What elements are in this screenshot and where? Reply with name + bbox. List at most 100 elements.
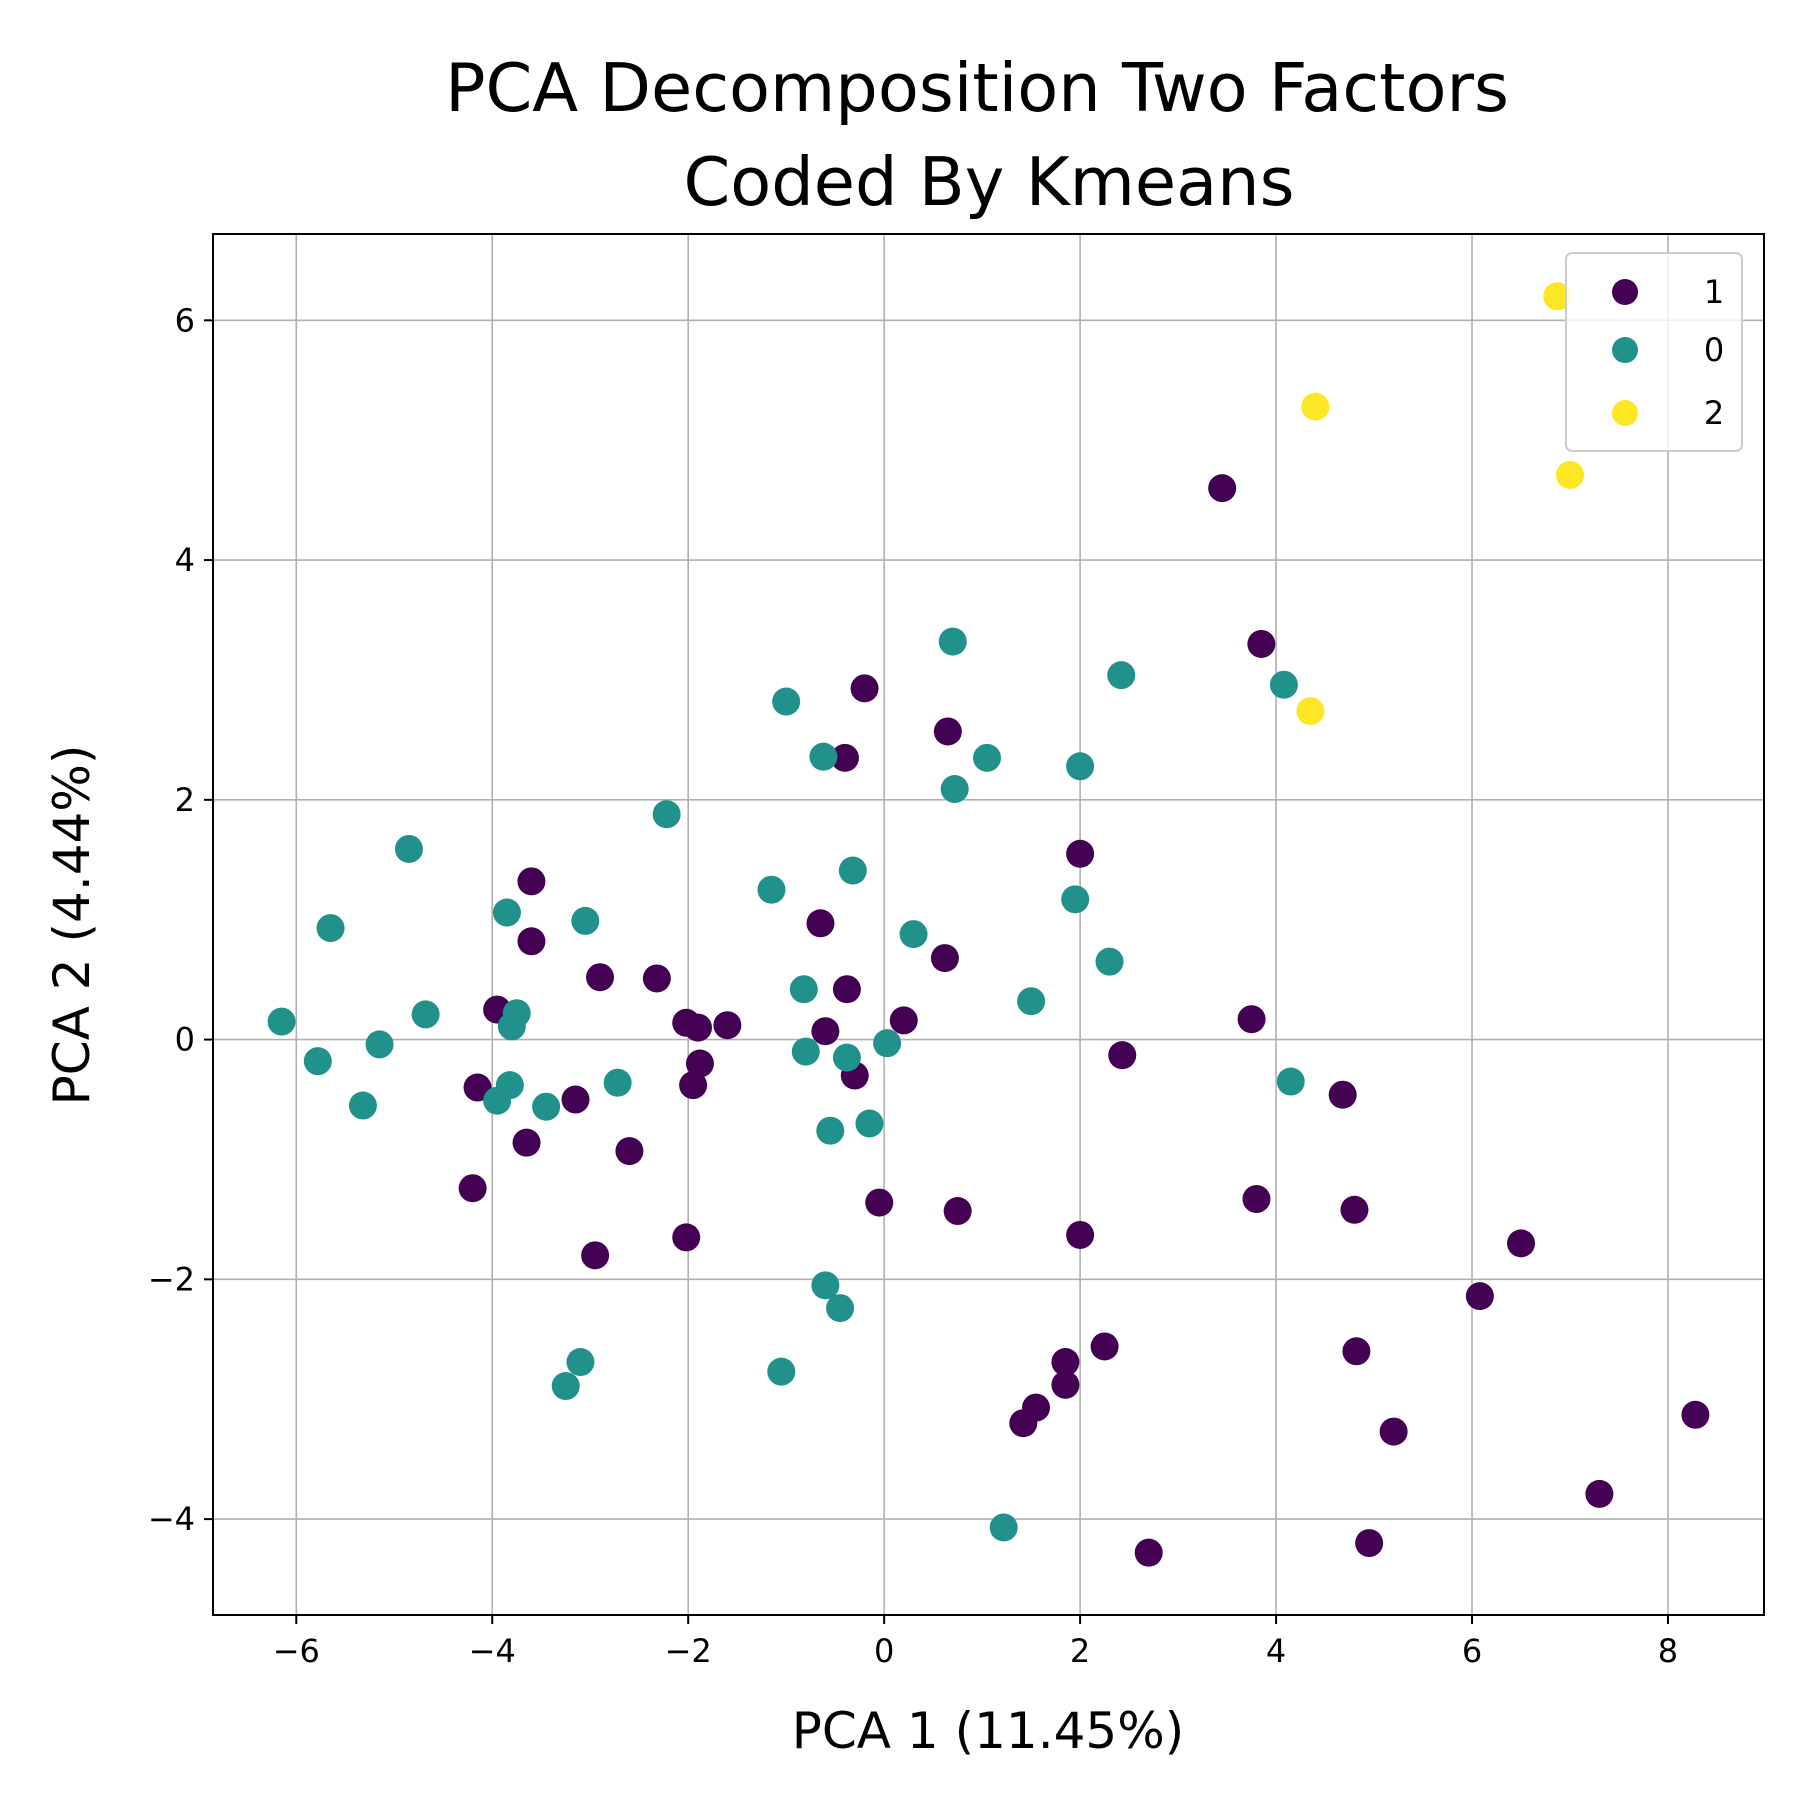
data-point-cluster-0 xyxy=(973,743,1002,772)
data-point-cluster-1 xyxy=(672,1223,701,1252)
legend: 1 0 2 xyxy=(1565,252,1743,452)
data-point-cluster-0 xyxy=(855,1109,884,1138)
data-point-cluster-0 xyxy=(757,875,786,904)
data-point-cluster-1 xyxy=(517,927,546,956)
data-point-cluster-1 xyxy=(1342,1337,1371,1366)
data-point-cluster-1 xyxy=(458,1174,487,1203)
data-point-cluster-0 xyxy=(365,1030,394,1059)
data-point-cluster-1 xyxy=(685,1049,714,1078)
y-tick-label: 0 xyxy=(175,1021,195,1059)
data-point-cluster-0 xyxy=(348,1091,377,1120)
data-point-cluster-0 xyxy=(1269,670,1298,699)
x-tick-label: 0 xyxy=(874,1632,894,1670)
data-point-cluster-0 xyxy=(316,914,345,943)
x-tick-label: −6 xyxy=(273,1632,320,1670)
legend-frame xyxy=(1565,252,1743,452)
data-point-cluster-1 xyxy=(1507,1229,1536,1258)
data-point-cluster-1 xyxy=(561,1085,590,1114)
data-point-cluster-0 xyxy=(483,1086,512,1115)
data-point-cluster-1 xyxy=(615,1137,644,1166)
y-axis-label: PCA 2 (4.44%) xyxy=(43,745,101,1106)
legend-marker-0 xyxy=(1612,337,1638,363)
data-point-cluster-0 xyxy=(1066,752,1095,781)
data-point-cluster-0 xyxy=(551,1372,580,1401)
x-tick-label: 4 xyxy=(1266,1632,1286,1670)
data-point-cluster-1 xyxy=(806,909,835,938)
plot-area-frame xyxy=(212,233,1765,1616)
data-point-cluster-1 xyxy=(463,1073,492,1102)
data-point-cluster-1 xyxy=(517,867,546,896)
axis-ticks: −6 −4 −2 0 2 4 6 8 −4 −2 0 2 4 6 xyxy=(148,301,1678,1670)
x-tick-label: 2 xyxy=(1070,1632,1090,1670)
legend-label-2: 2 xyxy=(1704,394,1724,432)
data-point-cluster-0 xyxy=(1061,885,1090,914)
data-point-cluster-1 xyxy=(713,1011,742,1040)
data-point-cluster-0 xyxy=(989,1513,1018,1542)
data-point-cluster-1 xyxy=(642,964,671,993)
data-point-cluster-0 xyxy=(571,906,600,935)
data-point-cluster-1 xyxy=(930,944,959,973)
y-tick-label: −4 xyxy=(148,1500,195,1538)
data-point-cluster-1 xyxy=(683,1013,712,1042)
y-tick-label: −2 xyxy=(148,1260,195,1298)
data-point-cluster-0 xyxy=(603,1068,632,1097)
data-point-cluster-0 xyxy=(789,975,818,1004)
data-point-cluster-1 xyxy=(1465,1282,1494,1311)
chart-title-line-1: PCA Decomposition Two Factors xyxy=(445,49,1509,127)
data-point-cluster-1 xyxy=(943,1197,972,1226)
data-point-cluster-0 xyxy=(1095,947,1124,976)
data-point-cluster-0 xyxy=(811,1271,840,1300)
x-axis-label: PCA 1 (11.45%) xyxy=(792,1702,1185,1760)
data-point-cluster-1 xyxy=(1242,1185,1271,1214)
y-tick-label: 6 xyxy=(175,301,195,339)
data-point-cluster-1 xyxy=(1009,1409,1038,1438)
data-point-cluster-1 xyxy=(1585,1479,1614,1508)
data-point-cluster-1 xyxy=(889,1006,918,1035)
legend-label-0: 0 xyxy=(1704,331,1724,369)
data-point-cluster-1 xyxy=(1134,1538,1163,1567)
data-point-cluster-0 xyxy=(394,834,423,863)
data-point-cluster-1 xyxy=(679,1071,708,1100)
data-point-cluster-0 xyxy=(652,800,681,829)
data-point-cluster-0 xyxy=(772,687,801,716)
data-point-cluster-1 xyxy=(830,743,859,772)
data-point-cluster-1 xyxy=(1208,474,1237,503)
data-point-cluster-0 xyxy=(411,1000,440,1029)
data-point-cluster-1 xyxy=(1328,1080,1357,1109)
data-point-cluster-1 xyxy=(1681,1400,1710,1429)
data-point-cluster-1 xyxy=(1340,1195,1369,1224)
data-point-cluster-0 xyxy=(838,856,867,885)
data-point-cluster-1 xyxy=(586,963,615,992)
data-point-cluster-2 xyxy=(1301,392,1330,421)
data-point-cluster-1 xyxy=(1237,1005,1266,1034)
data-point-cluster-0 xyxy=(1107,661,1136,690)
data-point-cluster-1 xyxy=(1051,1348,1080,1377)
data-point-cluster-1 xyxy=(1051,1370,1080,1399)
data-point-cluster-1 xyxy=(865,1188,894,1217)
data-point-cluster-0 xyxy=(566,1348,595,1377)
data-point-cluster-0 xyxy=(532,1092,561,1121)
data-point-cluster-1 xyxy=(933,717,962,746)
y-tick-label: 4 xyxy=(175,541,195,579)
legend-marker-2 xyxy=(1612,400,1638,426)
y-tick-label: 2 xyxy=(175,781,195,819)
data-point-cluster-1 xyxy=(1247,629,1276,658)
data-point-cluster-1 xyxy=(1379,1417,1408,1446)
data-point-cluster-0 xyxy=(303,1047,332,1076)
data-point-cluster-0 xyxy=(1276,1067,1305,1096)
data-point-cluster-1 xyxy=(1108,1041,1137,1070)
data-point-cluster-0 xyxy=(492,898,521,927)
data-point-cluster-0 xyxy=(832,1043,861,1072)
data-point-cluster-2 xyxy=(1556,460,1585,489)
data-point-cluster-0 xyxy=(1017,987,1046,1016)
data-point-cluster-0 xyxy=(809,742,838,771)
data-point-cluster-1 xyxy=(1355,1529,1384,1558)
x-tick-label: 8 xyxy=(1658,1632,1678,1670)
data-point-cluster-2 xyxy=(1296,697,1325,726)
x-tick-label: −4 xyxy=(469,1632,516,1670)
data-point-cluster-0 xyxy=(938,627,967,656)
chart-title-line-2: Coded By Kmeans xyxy=(683,143,1294,221)
data-point-cluster-0 xyxy=(873,1029,902,1058)
legend-marker-1 xyxy=(1612,279,1638,305)
data-point-cluster-0 xyxy=(791,1037,820,1066)
